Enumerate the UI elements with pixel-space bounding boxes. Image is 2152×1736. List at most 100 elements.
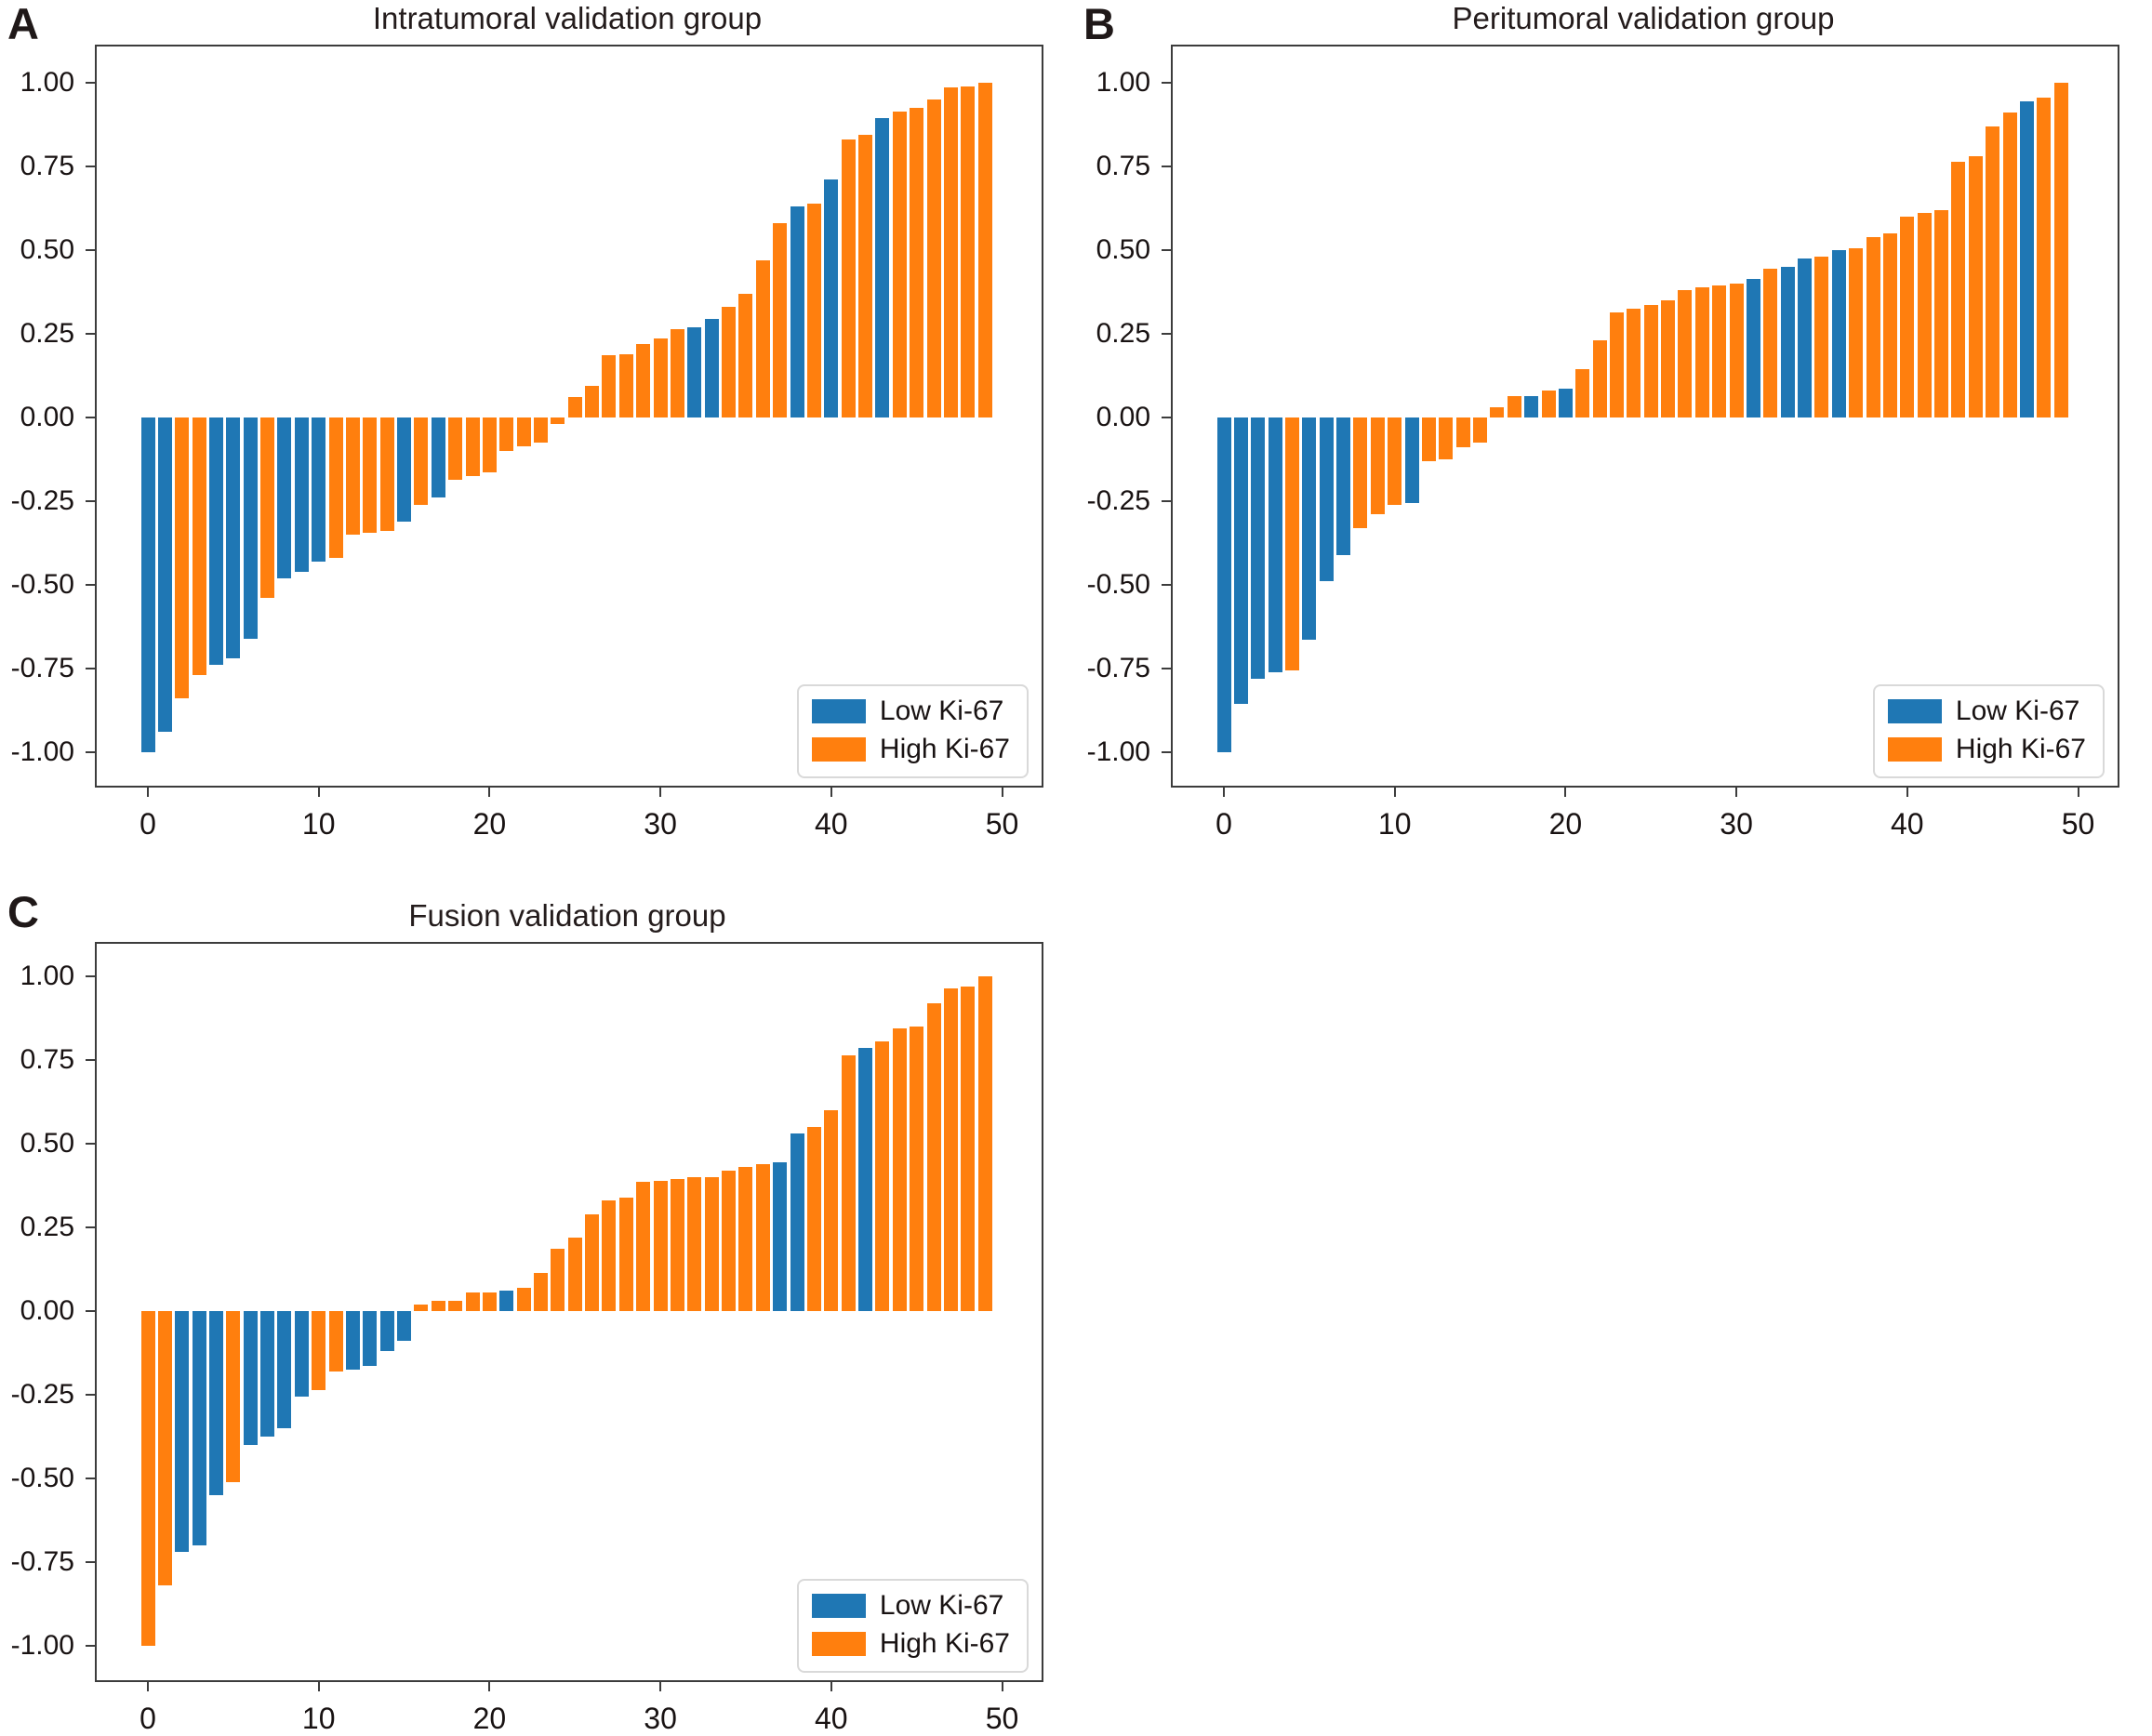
bar-high-ki67 [465,1292,480,1311]
bar-low-ki67 [157,417,172,733]
bar-high-ki67 [1882,233,1897,417]
bar-high-ki67 [328,417,343,559]
y-axis-tick [1162,417,1171,418]
bar-high-ki67 [312,1311,326,1390]
bar-high-ki67 [841,1054,856,1311]
x-axis-tick [147,788,149,797]
bar-low-ki67 [2019,100,2034,417]
bar-high-ki67 [738,1167,753,1311]
y-axis-tick [86,1645,95,1647]
x-axis-tick-label: 40 [1891,807,1924,841]
bar-low-ki67 [397,1311,412,1342]
bar-high-ki67 [499,417,514,451]
bar-high-ki67 [875,1041,890,1311]
bar-high-ki67 [567,1237,582,1311]
bar-low-ki67 [1558,389,1573,417]
y-axis-tick-label: -0.50 [10,569,74,600]
bar-high-ki67 [1388,417,1402,505]
bar-high-ki67 [926,1002,941,1311]
bar-low-ki67 [1746,278,1760,417]
y-axis-tick [1162,166,1171,167]
bar-high-ki67 [1661,300,1676,417]
bar-high-ki67 [1541,391,1556,417]
bar-low-ki67 [277,417,292,578]
bar-high-ki67 [926,99,941,417]
y-axis-tick [86,1561,95,1563]
bar-high-ki67 [1353,417,1368,528]
bar-high-ki67 [1627,309,1641,417]
bar-high-ki67 [1968,156,1983,417]
bar-high-ki67 [602,1200,617,1311]
bar-high-ki67 [1866,236,1880,417]
y-axis-tick-label: 0.75 [20,151,74,181]
bar-high-ki67 [551,417,565,425]
x-axis-tick-label: 50 [985,807,1019,841]
bar-low-ki67 [824,179,839,417]
legend-c: Low Ki-67 High Ki-67 [796,1579,1029,1673]
x-axis-tick-label: 0 [1215,807,1232,841]
bar-low-ki67 [1524,395,1539,417]
bar-high-ki67 [1986,126,2000,417]
y-axis-tick [1162,500,1171,502]
x-axis-tick-label: 30 [644,807,677,841]
bar-high-ki67 [1507,395,1521,417]
y-axis-tick-label: 0.75 [1096,151,1150,181]
bar-high-ki67 [636,343,651,417]
y-axis-tick-label: 0.50 [20,234,74,265]
x-axis-tick-label: 50 [2061,807,2095,841]
bar-low-ki67 [397,417,412,522]
x-axis-tick-label: 0 [139,1702,156,1735]
bar-high-ki67 [1370,417,1385,515]
y-axis-tick-label: -1.00 [1086,736,1150,767]
x-axis-tick-label: 20 [472,1702,507,1735]
y-axis-tick-label: -0.25 [10,1379,74,1410]
y-axis-tick [86,249,95,251]
x-axis-tick [2077,788,2079,797]
bar-high-ki67 [1421,417,1436,461]
bar-high-ki67 [943,987,958,1311]
bar-low-ki67 [1831,250,1846,417]
bar-high-ki67 [226,1311,241,1482]
x-axis-tick-label: 10 [1377,807,1412,841]
bar-high-ki67 [345,417,360,535]
bar-high-ki67 [602,355,617,417]
bar-high-ki67 [670,1178,684,1311]
y-axis-tick [86,1478,95,1479]
bar-high-ki67 [140,1311,155,1646]
y-axis-tick [86,82,95,84]
bar-low-ki67 [243,1311,258,1445]
bar-high-ki67 [977,976,992,1311]
y-axis-tick [86,166,95,167]
plot-area-a: 1.00 0.75 0.50 0.25 0.00 -0.25 -0.50 -0.75 -1.00… [11,45,1043,841]
legend-item-low: Low Ki-67 [811,1590,1010,1622]
bar-high-ki67 [806,1127,821,1311]
bar-high-ki67 [755,259,770,417]
x-axis-tick-label: 20 [472,807,507,841]
plot-area-c: 1.00 0.75 0.50 0.25 0.00 -0.25 -0.50 -0.75 -1.00… [11,942,1043,1735]
bar-low-ki67 [499,1291,514,1311]
legend-swatch-low-ki67 [1887,699,1942,723]
x-axis-tick [830,1682,832,1691]
legend-item-high: High Ki-67 [811,734,1010,765]
bar-low-ki67 [704,318,719,417]
y-axis-tick [86,1226,95,1228]
y-axis-tick-label: 0.00 [20,1295,74,1326]
y-axis-tick [86,584,95,586]
legend-item-low: Low Ki-67 [811,696,1010,727]
bar-low-ki67 [363,1311,378,1367]
bar-high-ki67 [910,108,924,417]
panel-label-b: B [1083,0,1115,48]
bar-high-ki67 [516,417,531,446]
bar-high-ki67 [653,1180,668,1311]
bar-low-ki67 [1251,417,1266,679]
bar-low-ki67 [243,417,258,639]
y-axis-tick [86,333,95,335]
bar-low-ki67 [687,326,702,417]
bar-high-ki67 [824,1110,839,1311]
bar-high-ki67 [363,417,378,534]
legend-label-low-ki67: Low Ki-67 [1955,696,2080,726]
bar-low-ki67 [312,417,326,562]
bar-high-ki67 [1490,407,1505,417]
bar-high-ki67 [1575,368,1590,417]
